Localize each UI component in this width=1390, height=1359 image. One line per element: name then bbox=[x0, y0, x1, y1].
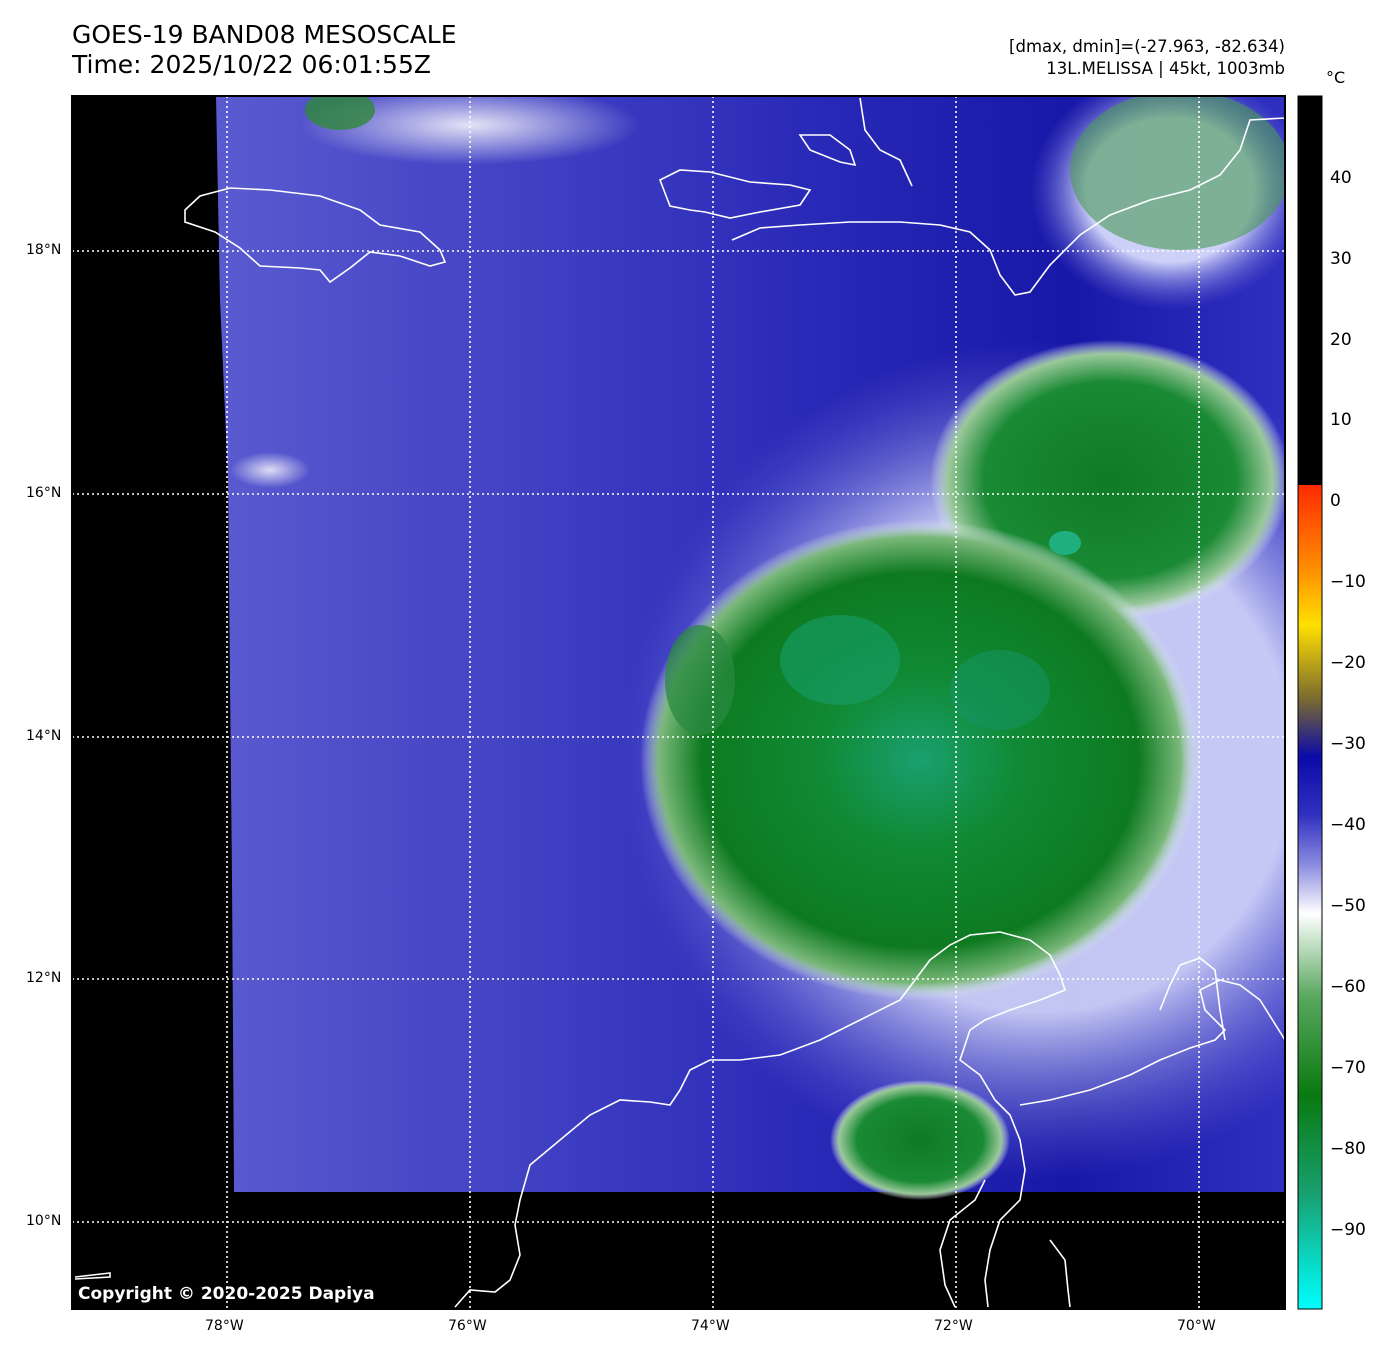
colorbar-tick: 0 bbox=[1330, 491, 1341, 511]
lon-label-76w: 76°W bbox=[448, 1318, 487, 1334]
lat-label-18n: 18°N bbox=[26, 242, 62, 258]
lat-label-10n: 10°N bbox=[26, 1213, 62, 1229]
lon-label-70w: 70°W bbox=[1177, 1318, 1216, 1334]
colorbar bbox=[1297, 95, 1323, 1310]
lat-label-12n: 12°N bbox=[26, 970, 62, 986]
colorbar-tick: 20 bbox=[1330, 330, 1352, 350]
lon-label-74w: 74°W bbox=[691, 1318, 730, 1334]
cloud-features bbox=[230, 96, 1285, 1200]
lat-lon-grid bbox=[72, 96, 1285, 1309]
colorbar-tick: −60 bbox=[1330, 977, 1366, 997]
colorbar-tick: 30 bbox=[1330, 249, 1352, 269]
lat-label-16n: 16°N bbox=[26, 485, 62, 501]
colorbar-unit: °C bbox=[1326, 68, 1346, 87]
colorbar-tick: −50 bbox=[1330, 896, 1366, 916]
coastlines bbox=[74, 97, 1285, 1308]
colorbar-tick: −10 bbox=[1330, 572, 1366, 592]
colorbar-tick: −40 bbox=[1330, 815, 1366, 835]
colorbar-tick: −90 bbox=[1330, 1220, 1366, 1240]
colorbar-tick: −20 bbox=[1330, 653, 1366, 673]
storm-text: 13L.MELISSA | 45kt, 1003mb bbox=[1046, 59, 1285, 78]
colorbar-tick: 10 bbox=[1330, 410, 1352, 430]
title-line-1: GOES-19 BAND08 MESOSCALE bbox=[72, 20, 457, 49]
range-text: [dmax, dmin]=(-27.963, -82.634) bbox=[1009, 37, 1285, 56]
colorbar-tick: 40 bbox=[1330, 168, 1352, 188]
colorbar-tick: −80 bbox=[1330, 1139, 1366, 1159]
colorbar-tick: −30 bbox=[1330, 734, 1366, 754]
colorbar-tick: −70 bbox=[1330, 1058, 1366, 1078]
title-line-2: Time: 2025/10/22 06:01:55Z bbox=[72, 50, 431, 79]
lat-label-14n: 14°N bbox=[26, 728, 62, 744]
lon-label-78w: 78°W bbox=[205, 1318, 244, 1334]
map-frame bbox=[71, 95, 1286, 1310]
lon-label-72w: 72°W bbox=[934, 1318, 973, 1334]
copyright-text: Copyright © 2020-2025 Dapiya bbox=[78, 1284, 375, 1304]
